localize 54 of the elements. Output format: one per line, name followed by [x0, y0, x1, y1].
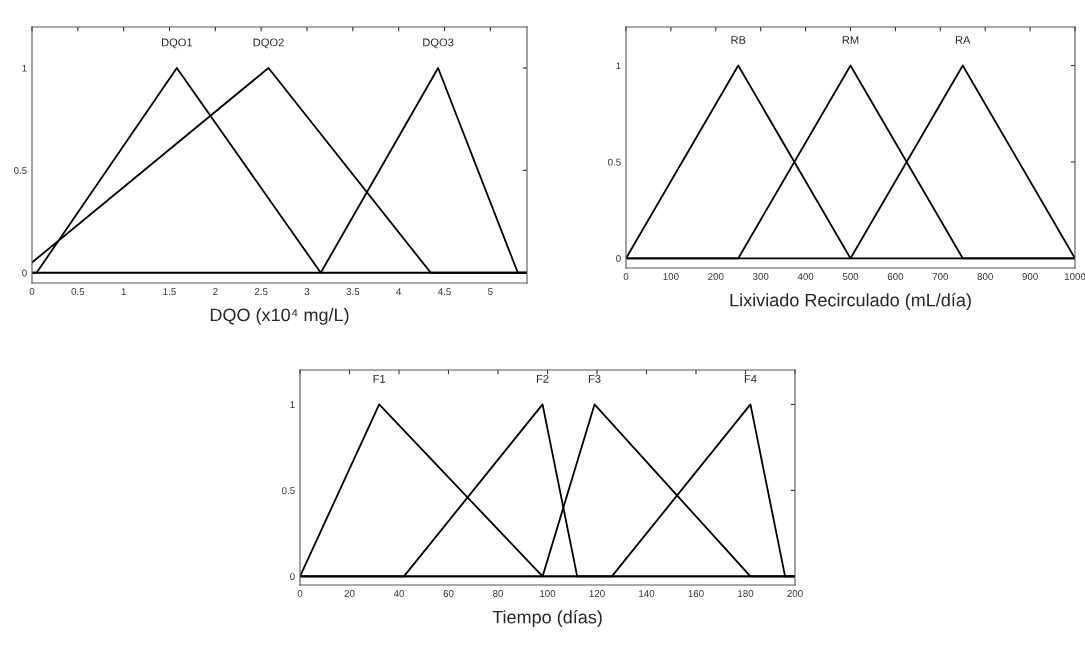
x-tick-label: 1000	[1064, 273, 1085, 280]
y-tick-label: 1	[290, 401, 295, 408]
x-tick-label: 180	[738, 590, 754, 597]
x-tick-label: 2.5	[254, 288, 268, 295]
x-tick-label: 0	[29, 288, 35, 295]
x-axis-title: Tiempo (días)	[492, 610, 602, 628]
x-tick-label: 0.5	[71, 288, 85, 295]
x-tick-label: 400	[797, 273, 814, 280]
text: F4	[744, 375, 757, 383]
x-tick-label: 600	[887, 273, 904, 280]
x-tick-label: 800	[977, 273, 993, 280]
y-tick-label: 0	[616, 255, 621, 262]
x-tick-label: 1	[121, 288, 126, 295]
x-tick-label: 3.5	[346, 288, 360, 295]
text: F2	[536, 374, 549, 383]
x-tick-label: 100	[663, 273, 679, 280]
text: F1	[373, 375, 386, 383]
x-tick-label: 0	[623, 273, 629, 280]
text: DQO1	[162, 38, 193, 49]
x-tick-label: 2	[213, 288, 218, 295]
text: RB	[731, 36, 746, 44]
x-tick-label: 300	[752, 273, 769, 280]
x-tick-label: 500	[842, 273, 859, 280]
x-tick-label: 60	[443, 590, 454, 597]
text: RA	[955, 36, 971, 44]
y-tick-label: 0.5	[608, 158, 621, 166]
text: DQO3	[423, 38, 454, 49]
x-axis-title: DQO (x10⁴ mg/L)	[210, 308, 349, 325]
x-tick-label: 140	[639, 590, 655, 597]
x-tick-label: 120	[589, 590, 605, 597]
x-tick-label: 4	[396, 288, 402, 295]
x-tick-label: 0	[297, 590, 303, 597]
y-tick-label: 1	[616, 62, 621, 70]
text: DQO2	[253, 38, 284, 49]
x-tick-label: 160	[688, 590, 704, 597]
x-tick-label: 40	[393, 590, 405, 597]
x-tick-label: 5	[488, 288, 493, 295]
x-tick-label: 1.5	[163, 288, 176, 295]
y-tick-label: 0	[290, 573, 295, 581]
x-axis-title: Lixiviado Recirculado (mL/día)	[730, 293, 971, 311]
x-tick-label: 100	[540, 590, 556, 597]
x-tick-label: 700	[932, 273, 949, 280]
x-tick-label: 200	[787, 590, 803, 597]
text: F3	[588, 374, 601, 383]
x-tick-label: 3	[304, 288, 310, 295]
x-tick-label: 20	[344, 590, 355, 597]
y-tick-label: 0.5	[282, 487, 295, 495]
x-tick-label: 200	[708, 273, 724, 280]
y-tick-label: 0.5	[14, 167, 27, 174]
text: RM	[842, 36, 859, 44]
y-tick-label: 1	[22, 64, 27, 72]
x-tick-label: 4.5	[437, 288, 451, 295]
x-tick-label: 900	[1022, 273, 1038, 280]
x-tick-label: 80	[493, 590, 504, 597]
